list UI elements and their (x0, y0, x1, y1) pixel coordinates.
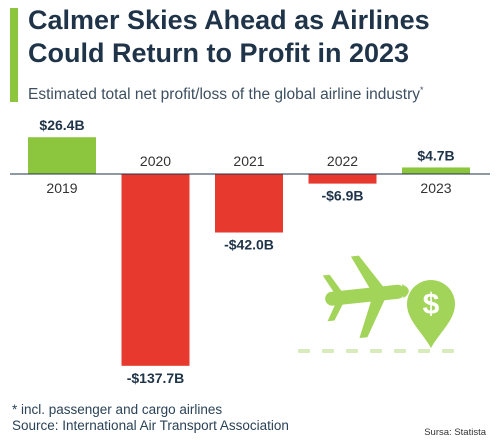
category-label-2022: 2022 (327, 153, 358, 169)
subtitle-footnote-marker: * (420, 85, 424, 95)
bars-group (28, 137, 470, 366)
subtitle-text: Estimated total net profit/loss of the g… (28, 86, 421, 104)
value-label-4-7b: $4.7B (417, 147, 454, 163)
bar-2021 (215, 174, 283, 233)
svg-text:$: $ (423, 288, 440, 321)
value-label-26-4b: $26.4B (39, 117, 84, 133)
chart-subtitle: Estimated total net profit/loss of the g… (28, 85, 493, 104)
dollar-pin-icon: $ (407, 280, 455, 348)
bar-2020 (121, 174, 190, 366)
bar-chart: 2019 $26.4B 2020 -$137.7B 2021 -$42.0B 2022 -$6… (10, 117, 490, 386)
chart-title: Calmer Skies Ahead as Airlines Could Ret… (28, 5, 430, 68)
value-label-42-0b: -$42.0B (224, 237, 274, 253)
source-line: Source: International Air Transport Asso… (12, 418, 289, 433)
title-accent-bar (10, 8, 18, 102)
category-label-2021: 2021 (233, 153, 264, 169)
category-label-2020: 2020 (140, 153, 171, 169)
value-label-6-9b: -$6.9B (321, 188, 363, 204)
footnote: * incl. passenger and cargo airlines (12, 402, 223, 417)
airplane-illustration: $ (298, 255, 455, 353)
value-label-137-7b: -$137.7B (127, 370, 185, 386)
labels-group: 2019 $26.4B 2020 -$137.7B 2021 -$42.0B 2022 -$6… (39, 117, 454, 386)
category-label-2023: 2023 (420, 180, 451, 196)
runway-dashes (298, 349, 454, 353)
bar-2022 (308, 174, 377, 184)
airplane-icon (322, 255, 409, 339)
bar-2019 (28, 137, 96, 174)
credit-line: Sursa: Statista (424, 427, 486, 438)
bar-2023 (402, 167, 470, 174)
category-label-2019: 2019 (46, 180, 77, 196)
